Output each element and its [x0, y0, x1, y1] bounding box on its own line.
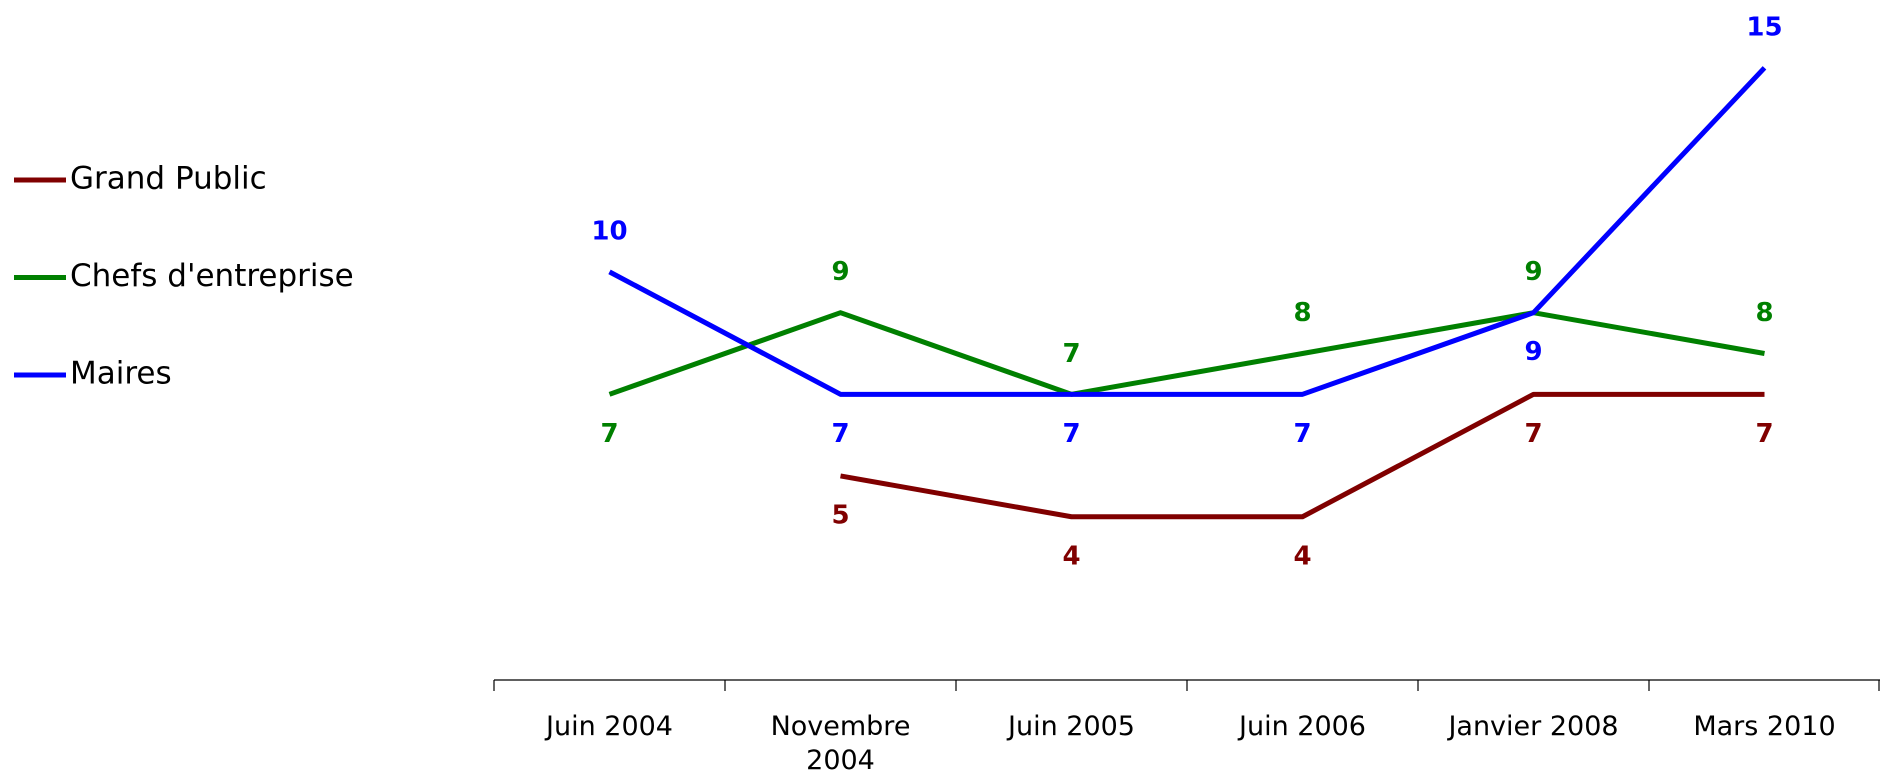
- x-tick-label: Mars 2010: [1693, 711, 1836, 742]
- data-label: 7: [600, 419, 618, 449]
- data-label: 7: [1755, 419, 1773, 449]
- data-label: 7: [1293, 419, 1311, 449]
- data-label: 4: [1062, 541, 1080, 571]
- legend-text: Maires: [70, 356, 172, 392]
- legend-text: Chefs d'entreprise: [70, 258, 354, 294]
- data-label: 8: [1755, 298, 1773, 328]
- series-line: [608, 66, 1767, 397]
- x-tick-label: Juin 2004: [546, 711, 673, 742]
- series-line: [608, 310, 1765, 397]
- x-tick-label: Juin 2005: [1008, 711, 1135, 742]
- data-label: 10: [591, 216, 627, 246]
- legend-text: Grand Public: [70, 161, 267, 197]
- data-label: 7: [1524, 419, 1542, 449]
- data-label: 5: [831, 500, 849, 530]
- data-label: 7: [831, 419, 849, 449]
- data-label: 7: [1062, 339, 1080, 369]
- data-label: 9: [1524, 257, 1542, 287]
- data-label: 15: [1746, 12, 1782, 42]
- data-label: 4: [1293, 541, 1311, 571]
- data-label: 7: [1062, 419, 1080, 449]
- x-tick-label: Juin 2006: [1239, 711, 1366, 742]
- data-label: 9: [831, 257, 849, 287]
- series-line: [840, 391, 1765, 520]
- x-tick-label: Novembre 2004: [770, 711, 911, 776]
- data-label: 9: [1524, 337, 1542, 367]
- x-tick-label: Janvier 2008: [1448, 711, 1619, 742]
- data-label: 8: [1293, 298, 1311, 328]
